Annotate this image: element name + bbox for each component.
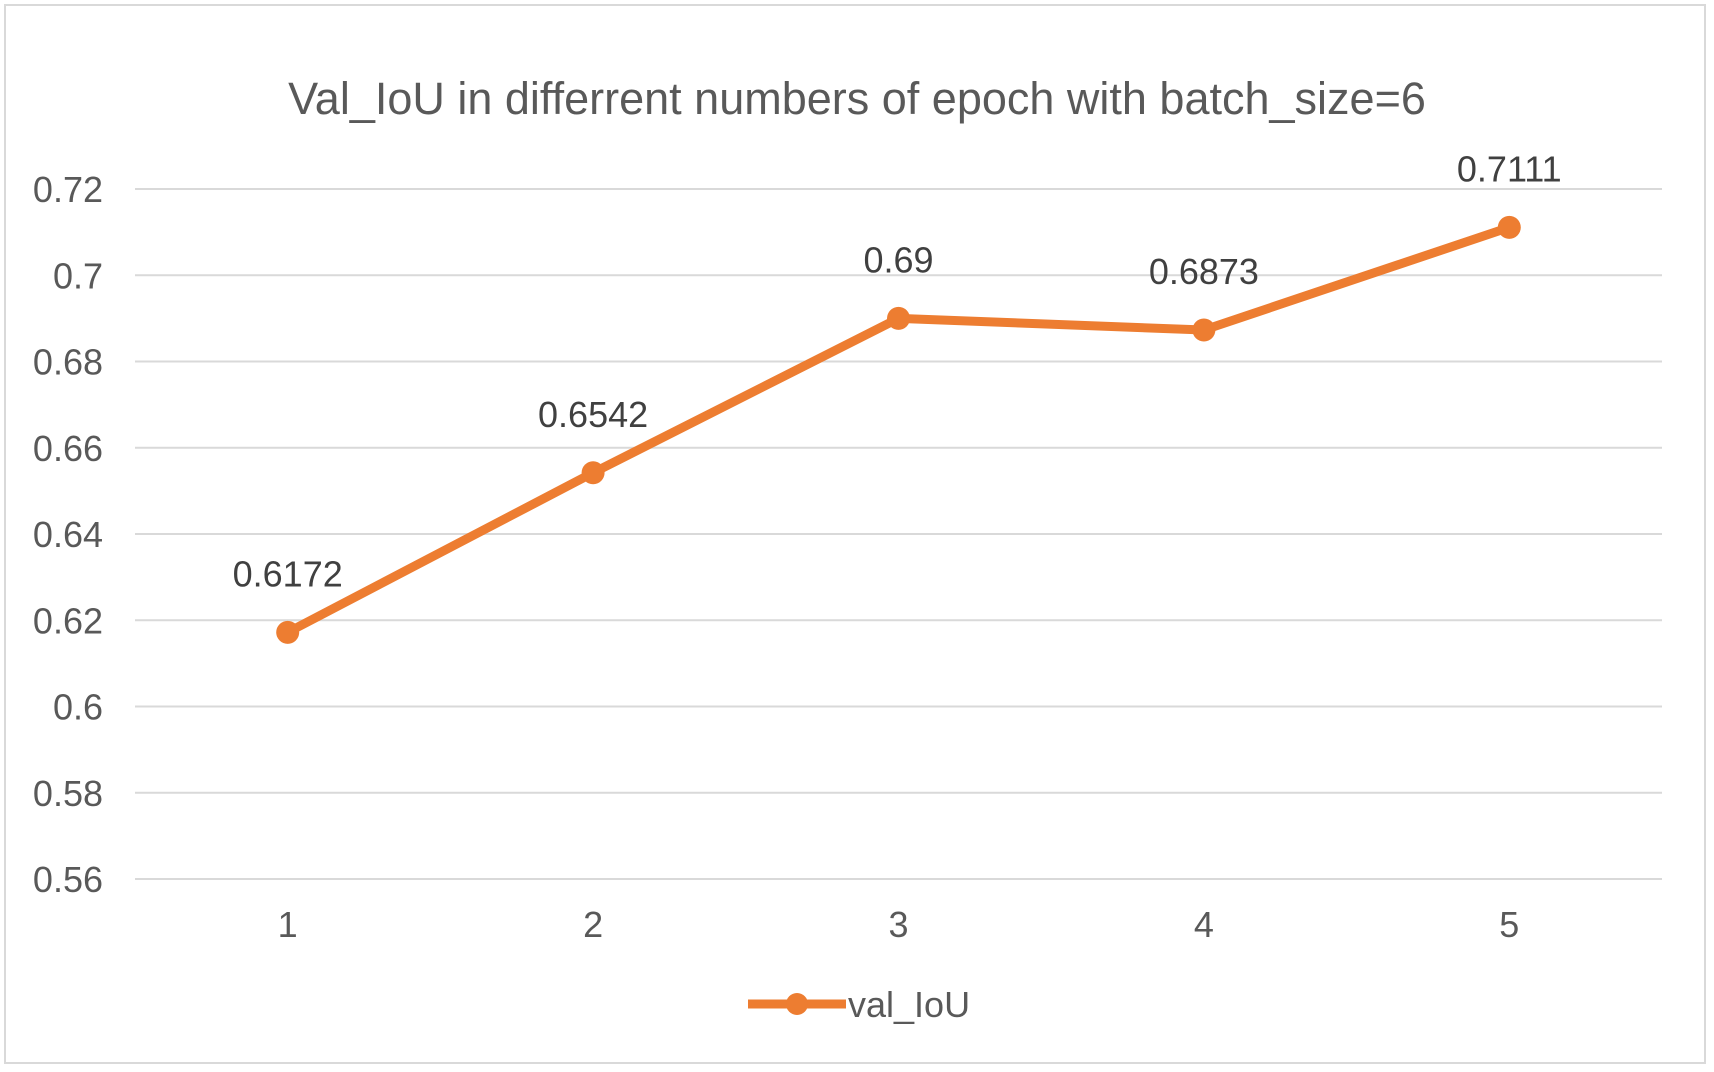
data-labels: 0.6172 0.6542 0.69 0.6873 0.7111 [233, 148, 1562, 594]
x-tick-label: 3 [888, 904, 908, 945]
y-tick-label: 0.6 [53, 687, 103, 728]
legend-marker-icon [786, 993, 808, 1015]
y-tick-label: 0.56 [33, 859, 103, 900]
x-tick-label: 4 [1194, 904, 1214, 945]
x-axis-ticks: 1 2 3 4 5 [278, 904, 1520, 945]
data-point [581, 461, 605, 485]
series-val-iou [276, 215, 1521, 644]
data-label: 0.6172 [233, 553, 343, 594]
y-tick-label: 0.68 [33, 342, 103, 383]
chart-title: Val_IoU in differrent numbers of epoch w… [288, 73, 1426, 124]
data-point [276, 620, 300, 644]
legend: val_IoU [748, 984, 970, 1025]
data-label: 0.6873 [1149, 251, 1259, 292]
gridlines [135, 188, 1662, 880]
y-tick-label: 0.66 [33, 428, 103, 469]
data-label: 0.69 [863, 239, 933, 280]
data-label: 0.6542 [538, 394, 648, 435]
y-tick-label: 0.62 [33, 600, 103, 641]
x-tick-label: 2 [583, 904, 603, 945]
data-label: 0.7111 [1457, 148, 1562, 189]
x-tick-label: 5 [1499, 904, 1519, 945]
y-tick-label: 0.58 [33, 773, 103, 814]
y-axis-ticks: 0.72 0.7 0.68 0.66 0.64 0.62 0.6 0.58 0.56 [33, 169, 103, 900]
y-tick-label: 0.7 [53, 255, 103, 296]
data-point [1192, 318, 1216, 342]
y-tick-label: 0.64 [33, 514, 103, 555]
legend-label: val_IoU [848, 984, 970, 1025]
data-point [887, 306, 910, 330]
x-tick-label: 1 [278, 904, 298, 945]
y-tick-label: 0.72 [33, 169, 103, 210]
data-point [1497, 215, 1521, 239]
series-line [283, 222, 1514, 637]
